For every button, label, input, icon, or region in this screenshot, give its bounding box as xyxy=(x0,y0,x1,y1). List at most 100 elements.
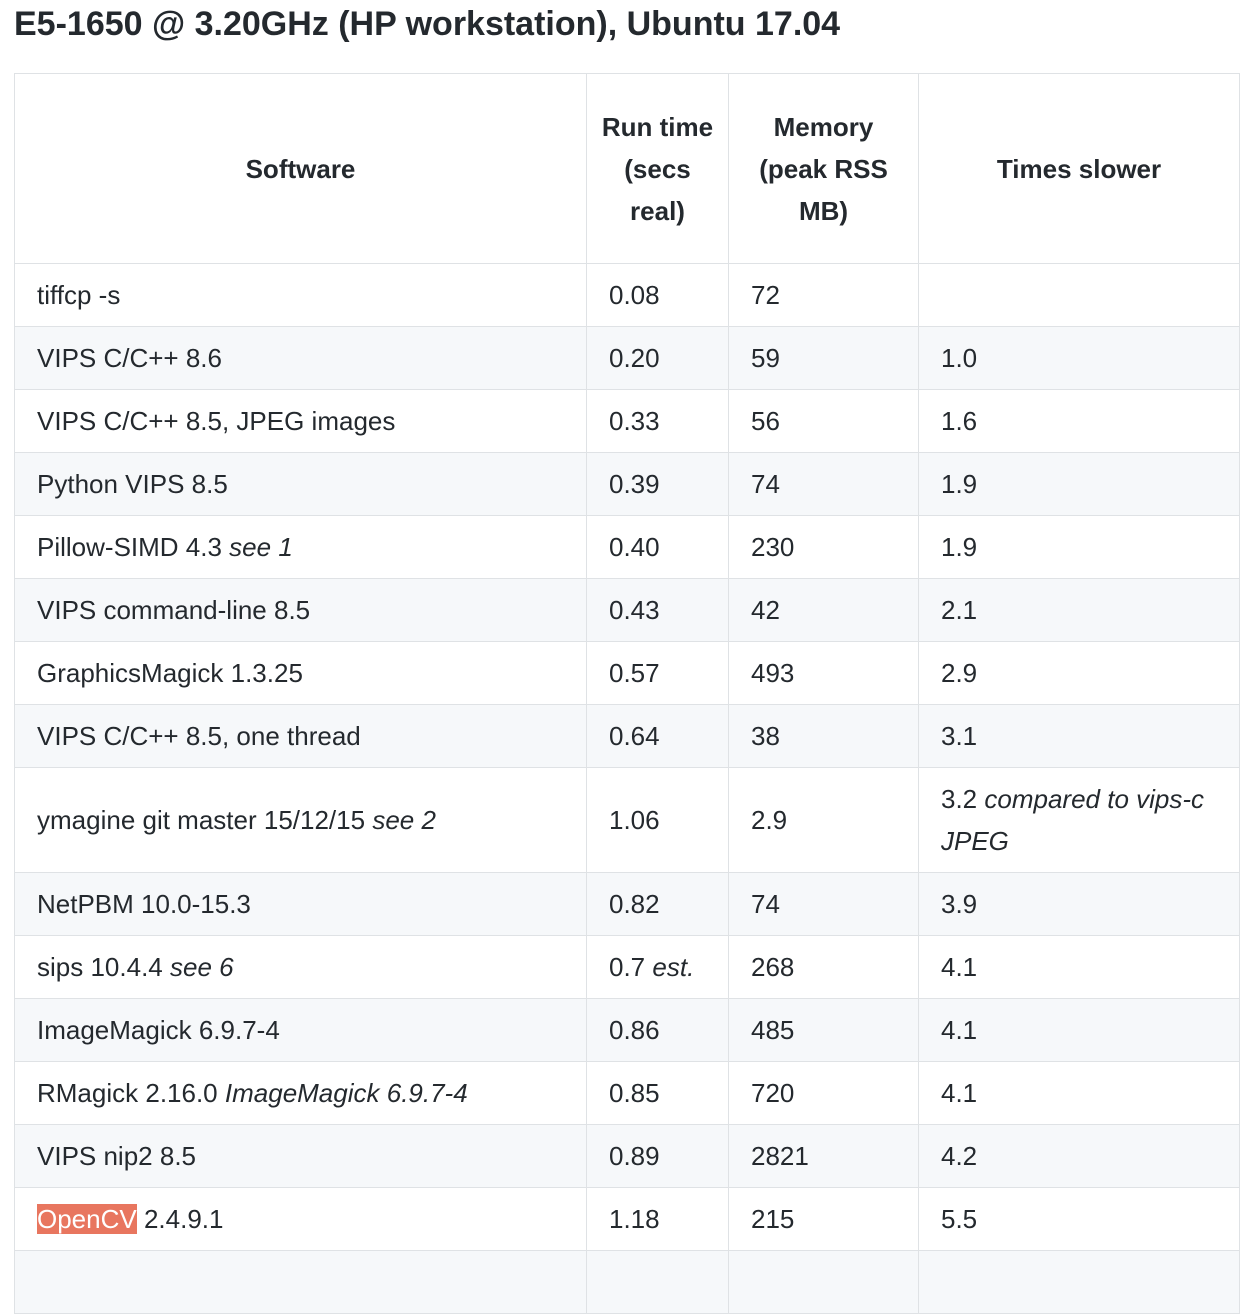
page: E5-1650 @ 3.20GHz (HP workstation), Ubun… xyxy=(14,5,1240,1314)
memory-value: 720 xyxy=(751,1078,795,1108)
software-name: VIPS C/C++ 8.6 xyxy=(37,343,222,373)
table-header: Software Run time (secs real) Memory (pe… xyxy=(14,73,1240,264)
cell-times-slower: 3.9 xyxy=(918,872,1240,936)
cell-software: VIPS C/C++ 8.5, one thread xyxy=(14,704,587,768)
run-time-value: 0.57 xyxy=(609,658,660,688)
software-note: see 2 xyxy=(372,805,436,835)
cell-times-slower: 4.1 xyxy=(918,998,1240,1062)
software-name: VIPS command-line 8.5 xyxy=(37,595,311,625)
search-highlight: OpenCV xyxy=(37,1204,137,1234)
cell-software: VIPS nip2 8.5 xyxy=(14,1124,587,1188)
cell-software xyxy=(14,1250,587,1314)
cell-times-slower: 4.1 xyxy=(918,935,1240,999)
cell-times-slower: 5.5 xyxy=(918,1187,1240,1251)
memory-value: 42 xyxy=(751,595,780,625)
cell-memory xyxy=(728,1250,919,1314)
cell-run-time: 0.89 xyxy=(586,1124,729,1188)
cell-memory: 74 xyxy=(728,452,919,516)
table-row: GraphicsMagick 1.3.25 0.57 493 2.9 xyxy=(14,641,1240,705)
table-row: Pillow-SIMD 4.3 see 1 0.40 230 1.9 xyxy=(14,515,1240,579)
times-slower-value: 3.2 xyxy=(941,784,978,814)
run-time-value: 0.85 xyxy=(609,1078,660,1108)
software-name: Python VIPS 8.5 xyxy=(37,469,228,499)
cell-run-time: 0.86 xyxy=(586,998,729,1062)
header-memory: Memory (peak RSS MB) xyxy=(728,73,919,264)
memory-value: 74 xyxy=(751,469,780,499)
times-slower-value: 1.9 xyxy=(941,532,978,562)
table-body: tiffcp -s 0.08 72 VIPS C/C++ 8.6 0.20 59 1.0 VI… xyxy=(14,263,1240,1314)
memory-value: 59 xyxy=(751,343,780,373)
cell-times-slower: 4.1 xyxy=(918,1061,1240,1125)
times-slower-value: 4.1 xyxy=(941,952,978,982)
memory-value: 74 xyxy=(751,889,780,919)
cell-run-time: 0.33 xyxy=(586,389,729,453)
run-time-value: 0.39 xyxy=(609,469,660,499)
run-time-value: 0.86 xyxy=(609,1015,660,1045)
cell-software: VIPS C/C++ 8.5, JPEG images xyxy=(14,389,587,453)
times-slower-note: compared to vips-c JPEG xyxy=(941,784,1205,856)
cell-software: VIPS command-line 8.5 xyxy=(14,578,587,642)
software-version: 2.4.9.1 xyxy=(143,1204,224,1234)
cell-software: ImageMagick 6.9.7-4 xyxy=(14,998,587,1062)
software-note: see 1 xyxy=(229,532,293,562)
cell-run-time: 0.85 xyxy=(586,1061,729,1125)
software-name: RMagick 2.16.0 xyxy=(37,1078,218,1108)
cell-software: tiffcp -s xyxy=(14,263,587,327)
cell-memory: 56 xyxy=(728,389,919,453)
page-title: E5-1650 @ 3.20GHz (HP workstation), Ubun… xyxy=(14,5,841,43)
cell-times-slower: 3.2 compared to vips-c JPEG xyxy=(918,767,1240,873)
table-row: VIPS nip2 8.5 0.89 2821 4.2 xyxy=(14,1124,1240,1188)
times-slower-value: 3.1 xyxy=(941,721,978,751)
cell-software: VIPS C/C++ 8.6 xyxy=(14,326,587,390)
cell-software: ymagine git master 15/12/15 see 2 xyxy=(14,767,587,873)
benchmark-table: Software Run time (secs real) Memory (pe… xyxy=(14,73,1240,1314)
cell-software: GraphicsMagick 1.3.25 xyxy=(14,641,587,705)
memory-value: 56 xyxy=(751,406,780,436)
memory-value: 230 xyxy=(751,532,795,562)
table-row: Python VIPS 8.5 0.39 74 1.9 xyxy=(14,452,1240,516)
software-note: see 6 xyxy=(169,952,234,982)
cell-run-time: 0.64 xyxy=(586,704,729,768)
table-row: sips 10.4.4 see 6 0.7 est. 268 4.1 xyxy=(14,935,1240,999)
memory-value: 268 xyxy=(751,952,795,982)
cell-times-slower: 1.9 xyxy=(918,515,1240,579)
cell-memory: 72 xyxy=(728,263,919,327)
run-time-value: 0.64 xyxy=(609,721,660,751)
table-row: VIPS C/C++ 8.5, JPEG images 0.33 56 1.6 xyxy=(14,389,1240,453)
cell-times-slower: 4.2 xyxy=(918,1124,1240,1188)
cell-memory: 268 xyxy=(728,935,919,999)
times-slower-value: 4.2 xyxy=(941,1141,978,1171)
software-name: GraphicsMagick 1.3.25 xyxy=(37,658,303,688)
times-slower-value: 1.0 xyxy=(941,343,978,373)
memory-value: 493 xyxy=(751,658,795,688)
table-row-opencv: OpenCV 2.4.9.1 1.18 215 5.5 xyxy=(14,1187,1240,1251)
cell-memory: 493 xyxy=(728,641,919,705)
run-time-value: 0.08 xyxy=(609,280,660,310)
cell-run-time: 0.08 xyxy=(586,263,729,327)
cell-memory: 42 xyxy=(728,578,919,642)
cell-times-slower: 2.1 xyxy=(918,578,1240,642)
table-row: ymagine git master 15/12/15 see 2 1.06 2.9… xyxy=(14,767,1240,873)
cell-memory: 2.9 xyxy=(728,767,919,873)
cell-memory: 720 xyxy=(728,1061,919,1125)
software-name: sips 10.4.4 xyxy=(37,952,163,982)
table-row-partial xyxy=(14,1250,1240,1314)
cell-run-time: 1.06 xyxy=(586,767,729,873)
run-time-value: 0.82 xyxy=(609,889,660,919)
software-name: ymagine git master 15/12/15 xyxy=(37,805,366,835)
header-times-slower: Times slower xyxy=(918,73,1240,264)
cell-run-time xyxy=(586,1250,729,1314)
run-time-value: 0.7 xyxy=(609,952,646,982)
cell-run-time: 0.43 xyxy=(586,578,729,642)
run-time-value: 0.89 xyxy=(609,1141,660,1171)
cell-software: sips 10.4.4 see 6 xyxy=(14,935,587,999)
cell-times-slower xyxy=(918,263,1240,327)
cell-times-slower: 1.9 xyxy=(918,452,1240,516)
cell-software: Pillow-SIMD 4.3 see 1 xyxy=(14,515,587,579)
cell-run-time: 0.20 xyxy=(586,326,729,390)
times-slower-value: 2.9 xyxy=(941,658,978,688)
cell-memory: 38 xyxy=(728,704,919,768)
cell-times-slower xyxy=(918,1250,1240,1314)
cell-memory: 59 xyxy=(728,326,919,390)
times-slower-value: 4.1 xyxy=(941,1078,978,1108)
